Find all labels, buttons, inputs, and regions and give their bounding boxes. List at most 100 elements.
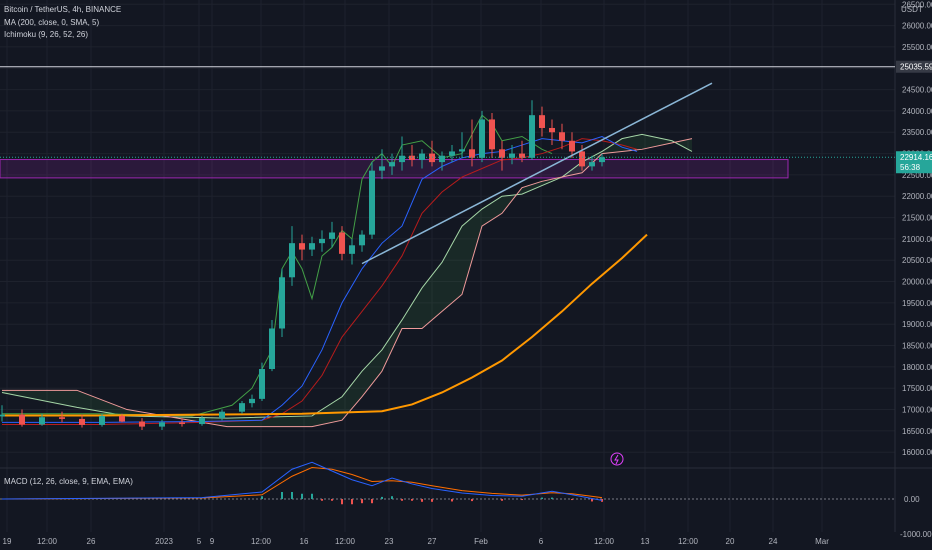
leading-span-a [1,133,693,419]
candle-body [309,243,315,250]
candle-body [179,422,185,425]
price-tick-label: 16000.00 [902,448,932,457]
candle-body [439,155,445,163]
candle-body [349,245,355,254]
price-tick-label: 26000.00 [902,22,932,31]
time-tick-label: 12:00 [594,537,615,546]
time-tick-label: 12:00 [37,537,58,546]
macd-legend[interactable]: MACD (12, 26, close, 9, EMA, EMA) [4,477,133,486]
macd-pane [0,461,895,505]
candle-body [369,170,375,235]
candlestick-series [0,100,605,431]
base-line [2,138,638,425]
level-badge-bg [896,60,932,73]
time-tick-label: 9 [210,537,215,546]
flash-icon-circle[interactable] [610,452,624,466]
price-tick-label: 22000.00 [902,192,932,201]
macd-tick-label: -1000.00 [900,530,932,539]
time-tick-label: 12:00 [678,537,699,546]
candle-body [339,232,345,254]
candle-body [579,151,585,167]
candle-body [539,115,545,128]
trendline-drawing[interactable] [361,82,713,265]
candle-body [549,127,555,133]
ma-legend[interactable]: MA (200, close, 0, SMA, 5) [4,18,100,27]
ma200-line [2,233,648,417]
candle-body [519,153,525,158]
conversion-line [2,135,638,423]
candle-body [239,403,245,412]
candle-body [599,157,605,163]
kumo-fill [2,134,692,427]
ma200-series [2,233,648,417]
candle-body [269,328,275,370]
price-tick-label: 26500.00 [902,0,932,9]
candle-body [409,155,415,160]
time-tick-label: Mar [815,537,829,546]
price-tick-label: 25500.00 [902,43,932,52]
time-tick-label: 2023 [155,537,173,546]
price-tick-label: 20000.00 [902,278,932,287]
price-tick-label: 18000.00 [902,363,932,372]
candle-body [99,415,105,425]
candle-body [79,418,85,425]
candle-body [39,417,45,425]
price-badge-text: 22914.16 [900,153,932,162]
flash-icon-glyph [614,454,619,465]
ichimoku-legend[interactable]: Ichimoku (9, 26, 52, 26) [4,30,89,39]
price-tick-label: 17000.00 [902,406,932,415]
price-tick-label: 23500.00 [902,128,932,137]
candle-body [139,421,145,427]
candle-body [429,153,435,163]
time-tick-label: Feb [474,537,488,546]
candle-body [329,232,335,239]
countdown-text: 56:38 [900,163,921,172]
candle-body [19,414,25,425]
candle-body [379,166,385,171]
leading-span-b [2,138,693,428]
price-tick-label: 19000.00 [902,320,932,329]
candle-body [569,140,575,152]
price-tick-label: 21500.00 [902,214,932,223]
candle-body [249,398,255,404]
candle-body [479,119,485,158]
candle-body [59,417,65,419]
candle-body [289,243,295,278]
time-tick-label: 24 [769,537,778,546]
price-tick-label: 19500.00 [902,299,932,308]
candle-body [499,149,505,158]
candle-body [459,149,465,152]
candle-body [299,243,305,250]
grid-lines [0,0,932,532]
price-tick-label: 16500.00 [902,427,932,436]
candle-body [159,422,165,427]
time-axis[interactable]: 19 12:00 26 2023 5 9 12:00 16 12:00 23 27 Feb 6 12:00… [3,537,830,546]
candle-body [119,415,125,422]
currency-label: USDT [901,5,923,14]
time-tick-label: 20 [726,537,735,546]
price-lines [0,66,895,158]
ichimoku-cloud [1,133,693,428]
flash-icon[interactable] [610,452,624,466]
time-tick-label: 12:00 [335,537,356,546]
candle-body [399,155,405,163]
time-tick-label: 6 [539,537,544,546]
time-tick-label: 5 [197,537,202,546]
time-tick-label: 13 [641,537,650,546]
time-tick-label: 19 [3,537,12,546]
candle-body [449,151,455,156]
candle-body [279,277,285,329]
time-tick-label: 12:00 [251,537,272,546]
level-badge-text: 25035.59 [900,63,932,72]
trendline[interactable] [361,82,713,265]
macd-tick-label: 0.00 [904,495,920,504]
price-tick-label: 22500.00 [902,171,932,180]
macd-line [1,461,603,501]
candle-body [559,132,565,141]
symbol-legend[interactable]: Bitcoin / TetherUS, 4h, BINANCE [4,5,122,14]
candle-body [419,153,425,160]
time-tick-label: 23 [385,537,394,546]
